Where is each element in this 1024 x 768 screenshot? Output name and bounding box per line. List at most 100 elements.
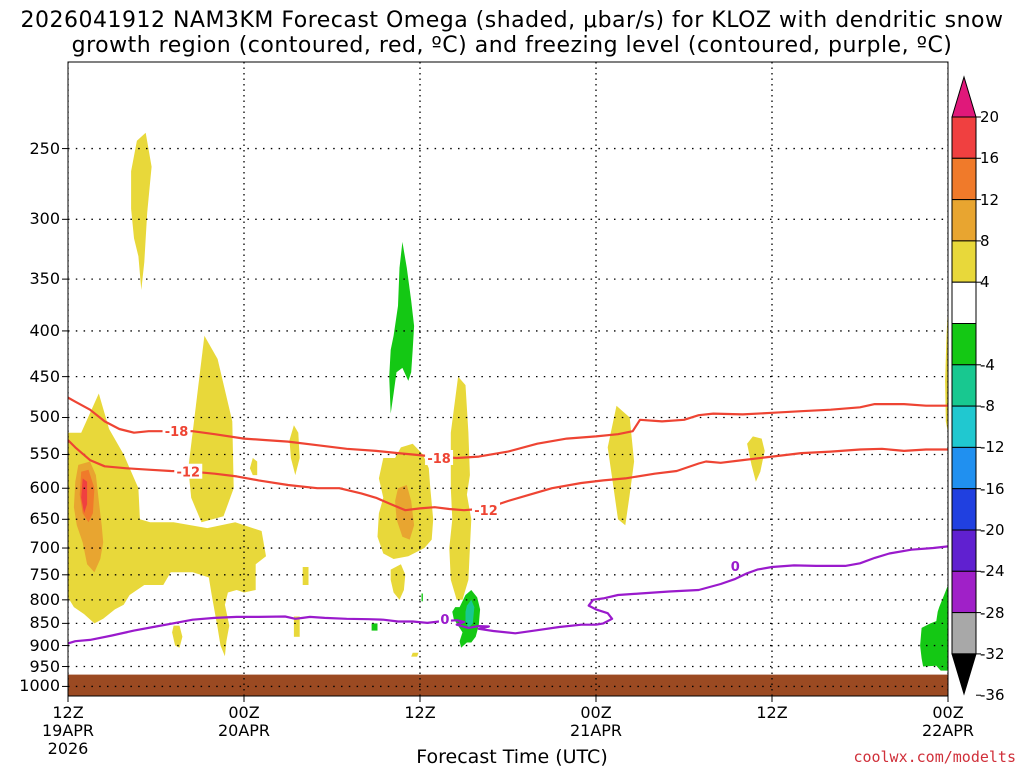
x-tick-label-line: 00Z [228,703,260,722]
omega-region-18 [395,485,415,540]
colorbar-label-3: 8 [980,231,990,250]
chart-title-line-1: 2026041912 NAM3KM Forecast Omega (shaded… [20,8,1004,33]
y-tick-label-300: 300 [29,209,60,229]
colorbar-low-arrow [951,653,977,696]
axis-ticks [62,148,949,702]
colorbar-bin-1 [951,157,977,201]
y-tick-label-350: 350 [29,269,60,289]
plot-area: -18 -18 -12 -12 0 0 [68,62,948,696]
omega-shading-layer [68,132,948,671]
contour-label-bg-0-1 [425,449,454,465]
x-tick-label-48: 12Z [756,704,787,722]
colorbar-bin-8 [951,446,977,490]
y-tick-label-400: 400 [29,320,60,340]
colorbar-label-13: -36 [980,686,1005,705]
x-tick-label-line: 19APR [41,721,95,740]
y-tick-label-950: 950 [29,656,60,676]
colorbar-bin-10 [951,529,977,572]
y-tick-label-600: 600 [29,478,60,498]
x-tick-label-line: 00Z [580,703,612,722]
omega-region-17 [81,478,88,514]
ground-below-surface [68,674,948,696]
y-tick-label-550: 550 [29,444,60,464]
y-tick-label-850: 850 [29,613,60,633]
colorbar-bin-2 [951,199,977,242]
x-tick-label-24: 12Z [404,704,435,722]
contour-label-0-1: -18 [427,452,451,467]
contour-label-1-0: -12 [177,466,201,481]
colorbar-label-0: 20 [980,108,1000,126]
x-tick-label-line: 12Z [404,703,436,722]
contour-label-bg-0-0 [162,423,191,439]
colorbar-label-4: 4 [980,273,990,292]
omega-region-1 [68,393,266,657]
omega-region-23 [421,593,423,602]
omega-region-3 [172,625,183,648]
y-tick-label-250: 250 [29,138,60,158]
colorbar-bin-3 [951,240,977,283]
x-tick-label-line: 22APR [921,721,975,740]
colorbar-label-12: -32 [980,644,1005,663]
colorbar-label-7: -12 [980,438,1005,457]
contour-label-bg-1-1 [472,502,500,518]
colorbar-high-arrow [951,75,977,118]
contour-label-bg-2-1 [729,557,742,573]
x-axis-title: Forecast Time (UTC) [416,746,608,768]
omega-region-4 [249,458,258,476]
x-tick-label-line: 12Z [52,703,84,722]
omega-region-14 [945,305,948,433]
contour-label-bg-1-0 [174,463,203,479]
omega-colorbar [951,75,981,696]
contour-line-2 [68,545,948,645]
omega-region-24 [920,585,948,671]
contour-layer: -18 -18 -12 -12 0 0 [68,396,948,645]
colorbar-bin-4 [951,281,977,325]
omega-region-0 [131,132,152,290]
y-tick-label-700: 700 [29,538,60,558]
y-tick-label-900: 900 [29,635,60,655]
colorbar-bin-6 [951,364,977,407]
contour-label-0-0: -18 [165,425,189,440]
grid-layer [68,62,948,696]
site-credit: coolwx.com/modelts [853,748,1016,766]
x-tick-label-line: 20APR [217,721,271,740]
chart-title-line-2: growth region (contoured, red, ºC) and f… [71,33,953,58]
x-tick-label-line: 2026 [47,739,89,758]
x-tick-label-60: 00Z 22APR [922,704,974,740]
x-tick-label-line: 12Z [756,703,788,722]
colorbar-label-9: -20 [980,521,1005,539]
colorbar-bin-0 [951,116,977,159]
x-tick-label-0: 12Z 19APR 2026 [42,704,94,758]
colorbar-bin-5 [951,323,977,366]
omega-region-11 [411,652,419,657]
colorbar-label-8: -16 [980,479,1005,498]
plot-frame [67,61,949,697]
colorbar-label-2: 12 [980,190,1000,209]
colorbar-label-6: -8 [980,397,995,416]
y-tick-label-800: 800 [29,589,60,609]
y-tick-label-1000: 1000 [19,676,60,696]
omega-region-22 [371,623,378,631]
contour-label-1-1: -12 [474,504,498,519]
x-tick-label-line: 00Z [932,703,964,722]
colorbar-label-11: -28 [980,603,1005,622]
omega-region-21 [465,599,475,628]
x-tick-label-line: 21APR [569,721,623,740]
omega-region-7 [293,616,300,637]
contour-label-2-0: 0 [440,613,449,628]
colorbar-bin-12 [951,612,977,655]
omega-region-6 [302,567,309,585]
contour-label-2-1: 0 [731,560,740,575]
omega-region-5 [289,425,300,476]
omega-region-10 [449,376,472,600]
y-tick-label-650: 650 [29,509,60,529]
colorbar-label-5: -4 [980,355,995,374]
colorbar-label-10: -24 [980,562,1005,581]
y-tick-label-500: 500 [29,407,60,427]
omega-region-9 [390,564,406,600]
colorbar-bin-7 [951,405,977,448]
y-tick-label-750: 750 [29,564,60,584]
contour-label-bg-2-0 [438,610,451,626]
x-tick-label-36: 00Z 21APR [570,704,622,740]
